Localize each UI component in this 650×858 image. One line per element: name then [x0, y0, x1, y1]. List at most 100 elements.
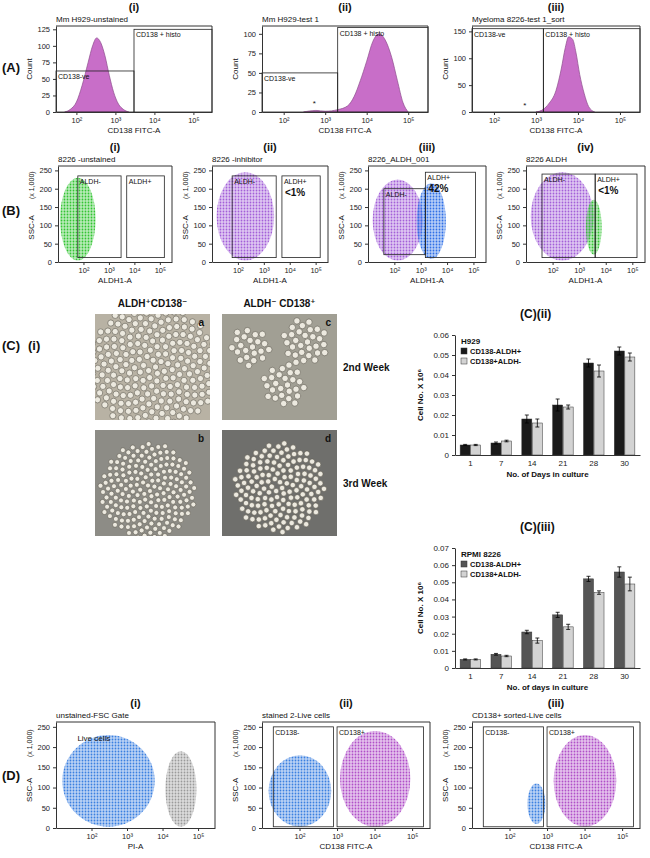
cell — [108, 466, 113, 471]
tick: 28 — [589, 459, 598, 468]
cell — [184, 340, 190, 346]
cell — [292, 502, 297, 507]
cell — [153, 526, 158, 531]
cell — [155, 314, 161, 318]
error-line — [619, 347, 620, 355]
cell — [158, 486, 163, 491]
chart-title: 8226 ALDH — [526, 155, 567, 164]
cell — [119, 498, 124, 503]
cell — [160, 327, 166, 333]
cell — [233, 336, 239, 342]
cell — [95, 397, 101, 403]
panel-sublabel: (ii) — [263, 141, 277, 153]
cell — [262, 448, 267, 453]
tick-mark — [53, 808, 56, 809]
cell — [266, 346, 272, 352]
cell — [107, 514, 112, 519]
cell — [185, 504, 190, 509]
cell — [146, 419, 152, 420]
cell — [245, 509, 250, 514]
tick: 25 — [42, 91, 56, 100]
tick: 10⁵ — [310, 262, 321, 275]
tick: 250 — [507, 166, 526, 175]
x-axis-title: PI-A — [128, 842, 144, 851]
cell — [257, 460, 262, 465]
tick: 0 — [516, 258, 526, 267]
cell — [271, 448, 276, 453]
error-cap — [494, 444, 498, 445]
tick: 1 — [468, 672, 473, 681]
error-bar — [505, 440, 509, 442]
tick-mark — [325, 112, 326, 115]
y-axis-title: SSC-A — [337, 215, 346, 240]
tick: 0 — [358, 258, 368, 267]
cell — [313, 343, 319, 349]
tick-label: 150 — [349, 203, 362, 212]
bar — [532, 641, 542, 668]
tick-mark — [494, 112, 495, 115]
cell — [113, 516, 118, 521]
tick-mark — [209, 189, 212, 190]
tick-mark — [316, 262, 317, 265]
tick-label: 10⁴ — [284, 266, 296, 275]
cell — [286, 508, 291, 513]
cell — [140, 405, 146, 411]
cell — [154, 404, 160, 410]
cell — [135, 415, 141, 420]
cell — [143, 334, 149, 340]
gate-label: ALDH- — [234, 178, 256, 185]
error-cap — [556, 399, 560, 400]
cell — [144, 504, 149, 509]
error-bar — [494, 653, 498, 655]
cell — [179, 480, 184, 485]
cell — [243, 500, 248, 505]
y-axis-unit: (x 1,000) — [338, 171, 346, 199]
gate-label: ALDH+ — [597, 176, 620, 183]
tick: 0 — [48, 258, 58, 267]
gate-note: <1% — [285, 187, 305, 198]
cell — [280, 400, 286, 406]
cell — [127, 464, 132, 469]
cell — [154, 510, 159, 515]
cell — [272, 476, 277, 481]
cell — [163, 444, 168, 449]
tick-mark — [163, 828, 164, 831]
cell — [119, 338, 125, 344]
tick-label: 250 — [243, 723, 256, 732]
cell — [301, 384, 307, 390]
error-bar — [474, 444, 478, 445]
cell — [294, 393, 300, 399]
cell — [135, 449, 140, 454]
cell — [281, 520, 286, 525]
frame — [328, 166, 329, 262]
cell — [119, 482, 124, 487]
cell — [95, 357, 98, 363]
cell — [158, 398, 164, 404]
row-label: 2nd Week — [343, 362, 390, 373]
cell — [296, 329, 302, 335]
cell — [181, 377, 187, 383]
cell — [142, 519, 147, 524]
tick-label: 0.02 — [433, 630, 449, 639]
cell — [164, 462, 169, 467]
tick-mark — [53, 95, 56, 96]
cell — [136, 356, 142, 362]
cell — [109, 459, 114, 464]
cell — [142, 321, 148, 327]
image-letter: a — [198, 317, 204, 328]
tick: 10² — [71, 112, 82, 125]
cell — [155, 351, 161, 357]
cell — [186, 371, 192, 377]
cell — [286, 454, 291, 459]
cell — [298, 484, 303, 489]
tick-mark — [259, 73, 262, 74]
y-axis-title: Count — [231, 58, 240, 80]
tick: 10² — [279, 112, 290, 125]
cell — [130, 489, 135, 494]
frame — [472, 722, 640, 723]
cell — [108, 499, 113, 504]
cell — [146, 514, 151, 519]
x-axis-title: CD138 FITC-A — [320, 842, 374, 851]
cell — [258, 466, 263, 471]
cell — [133, 530, 138, 535]
